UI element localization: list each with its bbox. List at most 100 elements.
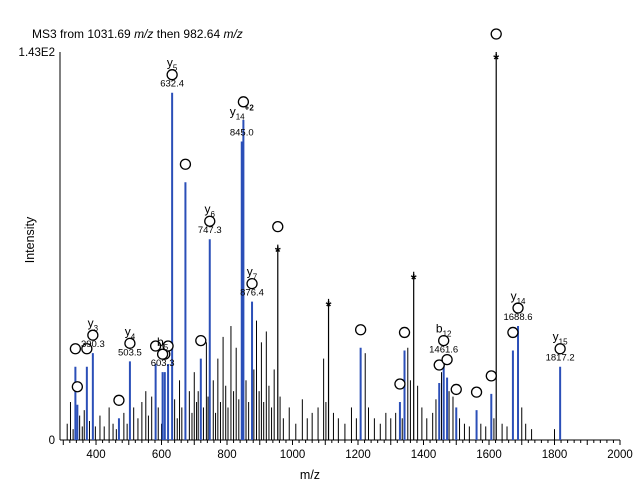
- ion-type: y: [511, 289, 517, 303]
- fragment-marker-circle: [246, 277, 258, 290]
- ion-index: 4: [131, 332, 136, 341]
- ion-label: y14+2: [230, 104, 255, 122]
- ion-label-group: b5 603.3: [151, 335, 175, 369]
- starred-peaks: * * * *: [275, 51, 499, 440]
- ion-label-group: y5 632.4: [160, 56, 184, 90]
- ion-type: b: [436, 322, 443, 336]
- ion-mz-value: 503.5: [118, 347, 142, 358]
- x-tick-label: 1800: [542, 449, 568, 461]
- fragment-marker-circle: [166, 69, 178, 81]
- x-tick-label: 600: [152, 449, 171, 461]
- ion-index: 14: [517, 297, 526, 306]
- ion-index: 3: [94, 324, 99, 333]
- ion-labels: y5632.4y14+2845.0y6747.3y7876.4y3390.3y4…: [81, 56, 575, 369]
- fragment-marker-circle: [113, 394, 125, 406]
- ion-label-group: y7 876.4: [240, 265, 264, 299]
- ion-mz-value: 603.3: [151, 358, 175, 369]
- title-part-4: m/z: [223, 27, 242, 41]
- ion-type: y: [125, 324, 131, 338]
- ion-index: 15: [559, 338, 568, 347]
- star-marker: *: [275, 244, 281, 261]
- ion-mz-value: 390.3: [81, 339, 105, 350]
- annotated-peaks: [74, 92, 562, 440]
- fragment-marker-circle: [87, 329, 99, 341]
- fragment-marker-circle: [69, 343, 82, 355]
- y-tick-label-zero: 0: [49, 435, 55, 447]
- title-part-3: then 982.64: [153, 27, 223, 41]
- ion-label-group: y15 1817.2: [546, 330, 575, 364]
- fragment-marker-circle: [156, 348, 169, 360]
- x-axis-ticks: 400 600 800 1000 1200 1400 1600 1800 2000: [62, 440, 633, 461]
- x-tick-label: 400: [86, 449, 105, 461]
- fragment-marker-circle: [554, 343, 566, 355]
- ion-label-group: y3 390.3: [81, 316, 105, 350]
- x-tick-label: 2000: [607, 449, 633, 461]
- ion-label: y5: [167, 56, 178, 73]
- fragment-marker-circle: [438, 334, 450, 347]
- ion-index: 12: [443, 330, 452, 339]
- ion-charge: +2: [245, 104, 255, 113]
- ion-index: 5: [173, 64, 178, 73]
- fragment-marker-circle: [124, 337, 136, 349]
- ion-label: b12: [436, 322, 452, 339]
- fragment-marker-circle: [272, 220, 284, 233]
- chart-title: MS3 from 1031.69 m/z then 982.64 m/z: [32, 27, 243, 41]
- ion-index: 14: [236, 113, 245, 122]
- ion-label: y6: [205, 202, 216, 219]
- ion-label: y3: [88, 316, 99, 333]
- ion-type: y: [247, 265, 253, 279]
- fragment-marker-circle: [179, 158, 192, 170]
- fragment-marker-circle: [433, 359, 445, 371]
- ion-mz-value: 845.0: [230, 128, 254, 139]
- x-tick-label: 1000: [280, 449, 306, 461]
- fragment-marker-circle: [450, 383, 462, 396]
- fragment-marker-circle: [490, 28, 502, 40]
- fragment-marker-circle: [204, 215, 216, 227]
- unannotated-peaks: [66, 320, 556, 440]
- star-marker: *: [493, 51, 499, 68]
- ion-type: y: [205, 202, 211, 216]
- fragment-marker-circle: [195, 334, 207, 347]
- fragment-marker-circle: [512, 302, 524, 314]
- ion-label-group: y14+2 845.0: [230, 104, 255, 139]
- ion-type: y: [553, 330, 559, 344]
- fragment-marker-circle: [485, 370, 497, 382]
- x-tick-label: 1600: [476, 449, 502, 461]
- ion-label-group: y14 1688.6: [503, 289, 532, 323]
- ion-type: y: [167, 56, 173, 70]
- fragment-marker-circle: [507, 326, 519, 339]
- fragment-marker-circle: [441, 353, 453, 366]
- fragment-marker-circle: [81, 343, 93, 355]
- fragment-marker-circle: [398, 326, 411, 339]
- title-part-1: MS3 from 1031.69: [32, 27, 134, 41]
- ion-type: y: [88, 316, 94, 330]
- ion-label: b5: [157, 335, 169, 352]
- peak-markers: [69, 28, 566, 406]
- ion-mz-value: 747.3: [198, 225, 222, 236]
- ion-mz-value: 1461.6: [429, 345, 458, 356]
- ion-mz-value: 632.4: [160, 79, 184, 90]
- ion-index: 5: [164, 343, 169, 352]
- fragment-marker-circle: [71, 381, 84, 393]
- ion-mz-value: 1688.6: [503, 312, 532, 323]
- fragment-marker-circle: [470, 386, 483, 398]
- ion-type: b: [157, 335, 164, 349]
- fragment-marker-circle: [394, 378, 406, 390]
- x-tick-label: 1400: [411, 449, 437, 461]
- ion-index: 6: [211, 210, 216, 219]
- x-tick-label: 800: [217, 449, 236, 461]
- x-axis-title: m/z: [300, 468, 320, 482]
- y-tick-label-max: 1.43E2: [19, 47, 55, 59]
- fragment-marker-circle: [149, 340, 162, 352]
- ion-label-group: b12 1461.6: [429, 322, 458, 356]
- title-part-2: m/z: [134, 27, 153, 41]
- ion-label: y4: [125, 324, 136, 341]
- fragment-marker-circle: [237, 96, 250, 108]
- x-tick-label: 1200: [345, 449, 371, 461]
- ion-label-group: y4 503.5: [118, 324, 142, 358]
- star-marker: *: [411, 271, 417, 288]
- ion-type: y: [230, 105, 236, 119]
- ion-mz-value: 876.4: [240, 288, 264, 299]
- fragment-marker-circle: [354, 324, 367, 336]
